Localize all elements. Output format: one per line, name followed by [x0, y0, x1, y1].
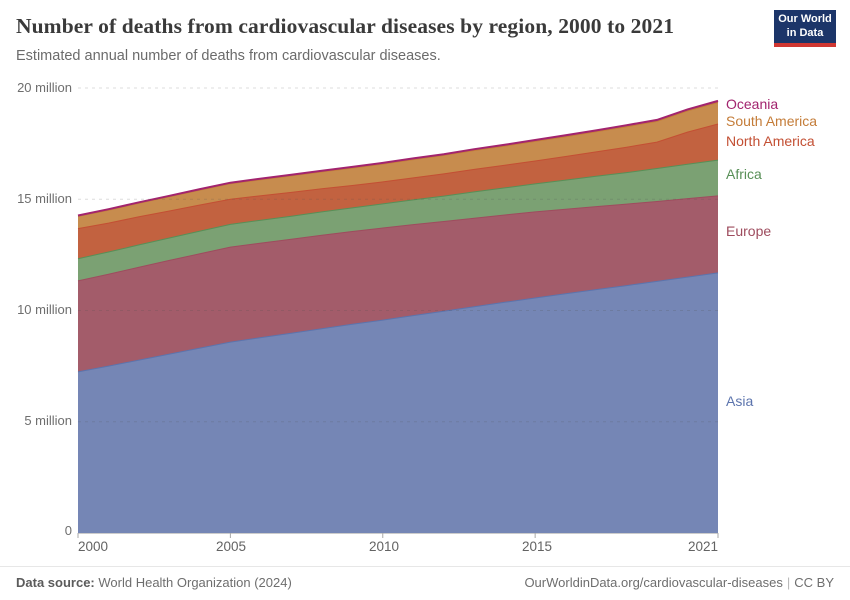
- area-top-edge: [77, 123, 719, 230]
- x-axis-tick-label: 2000: [78, 539, 109, 554]
- footer-datasource: Data source: World Health Organization (…: [16, 574, 292, 592]
- footer-license: CC BY: [794, 575, 834, 590]
- footer-divider: [0, 566, 850, 567]
- owid-logo-line2: in Data: [786, 26, 824, 39]
- y-axis-tick-label: 10 million: [17, 302, 72, 317]
- x-axis-tick-label: 2010: [368, 539, 400, 554]
- footer-datasource-value: World Health Organization (2024): [98, 575, 292, 590]
- page-subtitle: Estimated annual number of deaths from c…: [16, 48, 441, 64]
- legend-label-south-america[interactable]: South America: [726, 113, 818, 129]
- area-top-edge: [77, 159, 719, 260]
- area-south-america[interactable]: [78, 102, 718, 229]
- area-top-edge: [77, 99, 719, 217]
- page-title: Number of deaths from cardiovascular dis…: [16, 14, 675, 38]
- legend-label-asia[interactable]: Asia: [726, 393, 754, 409]
- footer-datasource-label: Data source:: [16, 575, 95, 590]
- footer-link[interactable]: OurWorldinData.org/cardiovascular-diseas…: [524, 575, 783, 590]
- x-axis-tick-label: 2005: [215, 539, 247, 554]
- legend-label-oceania[interactable]: Oceania: [726, 96, 779, 112]
- owid-logo[interactable]: Our World in Data: [774, 10, 836, 47]
- y-axis-tick-label: 15 million: [17, 191, 72, 206]
- legend-label-africa[interactable]: Africa: [726, 166, 762, 182]
- y-axis-tick-label: 5 million: [24, 413, 72, 428]
- x-axis-tick-label: 2015: [521, 539, 553, 554]
- x-axis-tick-label: 2021: [687, 539, 718, 554]
- area-africa[interactable]: [78, 160, 718, 281]
- area-europe[interactable]: [78, 195, 718, 372]
- area-top-edge: [77, 272, 719, 373]
- footer-credits: OurWorldinData.org/cardiovascular-diseas…: [524, 574, 834, 592]
- legend-label-europe[interactable]: Europe: [726, 223, 772, 239]
- owid-logo-line1: Our World: [778, 12, 832, 25]
- y-axis-tick-label: 20 million: [17, 80, 72, 95]
- legend-label-north-america[interactable]: North America: [726, 133, 815, 149]
- area-top-edge: [77, 195, 719, 282]
- y-axis-tick-label: 0: [64, 523, 72, 538]
- area-asia[interactable]: [78, 272, 718, 533]
- footer-separator: |: [786, 575, 791, 590]
